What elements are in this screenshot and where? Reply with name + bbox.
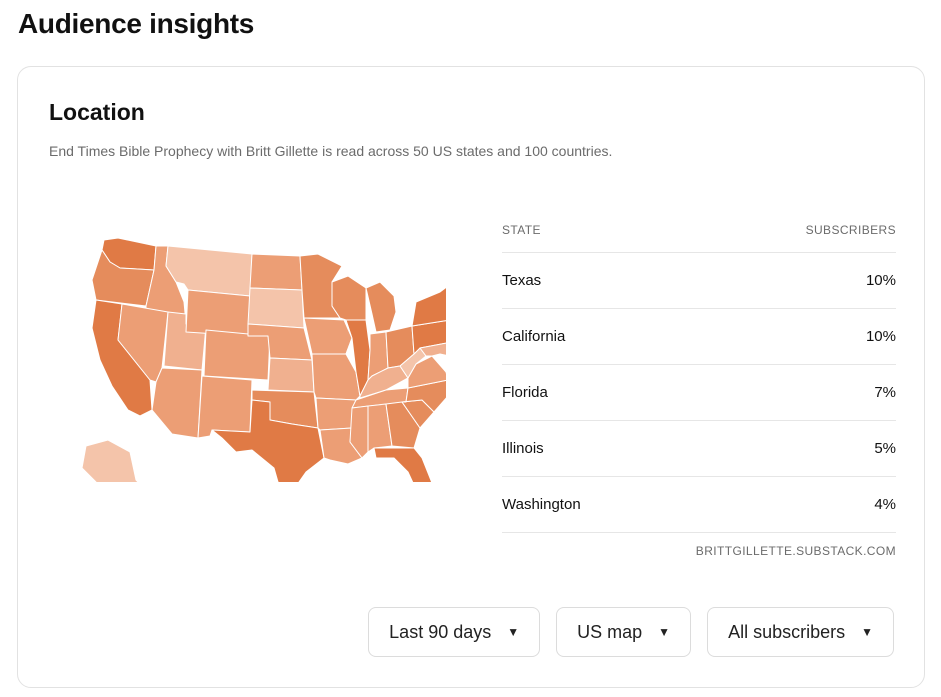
row-state: California bbox=[502, 328, 566, 345]
location-subtitle: End Times Bible Prophecy with Britt Gill… bbox=[49, 143, 613, 159]
row-state: Florida bbox=[502, 384, 548, 401]
map-state-south-dakota[interactable] bbox=[247, 287, 305, 329]
map-state-alaska[interactable] bbox=[81, 439, 160, 482]
map-state-new-mexico[interactable] bbox=[197, 375, 253, 439]
row-state: Illinois bbox=[502, 440, 544, 457]
table-row: California 10% bbox=[502, 309, 896, 365]
row-state: Texas bbox=[502, 272, 542, 289]
row-percent: 5% bbox=[874, 440, 896, 457]
location-title: Location bbox=[49, 99, 145, 125]
caret-down-icon: ▼ bbox=[658, 625, 671, 639]
view-value: US map bbox=[577, 621, 643, 642]
map-state-texas[interactable] bbox=[211, 399, 325, 482]
map-state-wisconsin[interactable] bbox=[331, 275, 367, 321]
map-state-maryland[interactable] bbox=[419, 342, 446, 357]
map-state-kansas[interactable] bbox=[267, 357, 315, 393]
table-row: Illinois 5% bbox=[502, 421, 896, 477]
row-percent: 4% bbox=[874, 496, 896, 513]
table-row: Washington 4% bbox=[502, 477, 896, 533]
map-state-arkansas[interactable] bbox=[315, 397, 357, 431]
view-dropdown[interactable]: US map ▼ bbox=[556, 607, 692, 657]
map-state-michigan[interactable] bbox=[365, 281, 397, 333]
map-state-alabama[interactable] bbox=[367, 403, 393, 453]
map-state-north-dakota[interactable] bbox=[249, 253, 303, 291]
page-title: Audience insights bbox=[18, 8, 255, 39]
map-state-mississippi[interactable] bbox=[349, 405, 369, 459]
timeframe-dropdown[interactable]: Last 90 days ▼ bbox=[368, 607, 541, 657]
map-state-colorado[interactable] bbox=[203, 329, 271, 381]
map-state-georgia[interactable] bbox=[385, 401, 421, 449]
row-percent: 10% bbox=[865, 272, 896, 289]
row-state: Washington bbox=[502, 496, 581, 513]
header-subscribers: SUBSCRIBERS bbox=[805, 222, 896, 237]
map-state-north-carolina[interactable] bbox=[401, 379, 446, 413]
audience-value: All subscribers bbox=[728, 621, 846, 642]
row-percent: 7% bbox=[874, 384, 896, 401]
location-card: Location End Times Bible Prophecy with B… bbox=[17, 66, 925, 688]
header-state: STATE bbox=[502, 222, 541, 237]
state-table: STATE SUBSCRIBERS Texas 10% California 1… bbox=[502, 207, 896, 558]
state-table-header: STATE SUBSCRIBERS bbox=[502, 207, 896, 253]
caret-down-icon: ▼ bbox=[507, 625, 520, 639]
filter-controls: Last 90 days ▼ US map ▼ All subscribers … bbox=[368, 607, 894, 657]
map-state-florida[interactable] bbox=[373, 447, 434, 482]
map-state-iowa[interactable] bbox=[303, 317, 353, 355]
table-row: Texas 10% bbox=[502, 253, 896, 309]
map-state-missouri[interactable] bbox=[311, 353, 361, 401]
map-state-new-york[interactable] bbox=[411, 286, 446, 327]
timeframe-value: Last 90 days bbox=[389, 621, 492, 642]
source-label: BRITTGILLETTE.SUBSTACK.COM bbox=[695, 544, 896, 558]
map-state-arizona[interactable] bbox=[151, 367, 203, 439]
table-row: Florida 7% bbox=[502, 365, 896, 421]
map-state-illinois[interactable] bbox=[345, 319, 371, 397]
row-percent: 10% bbox=[865, 328, 896, 345]
us-map bbox=[56, 232, 446, 482]
map-state-wyoming[interactable] bbox=[185, 289, 251, 337]
audience-dropdown[interactable]: All subscribers ▼ bbox=[707, 607, 894, 657]
caret-down-icon: ▼ bbox=[861, 625, 873, 639]
